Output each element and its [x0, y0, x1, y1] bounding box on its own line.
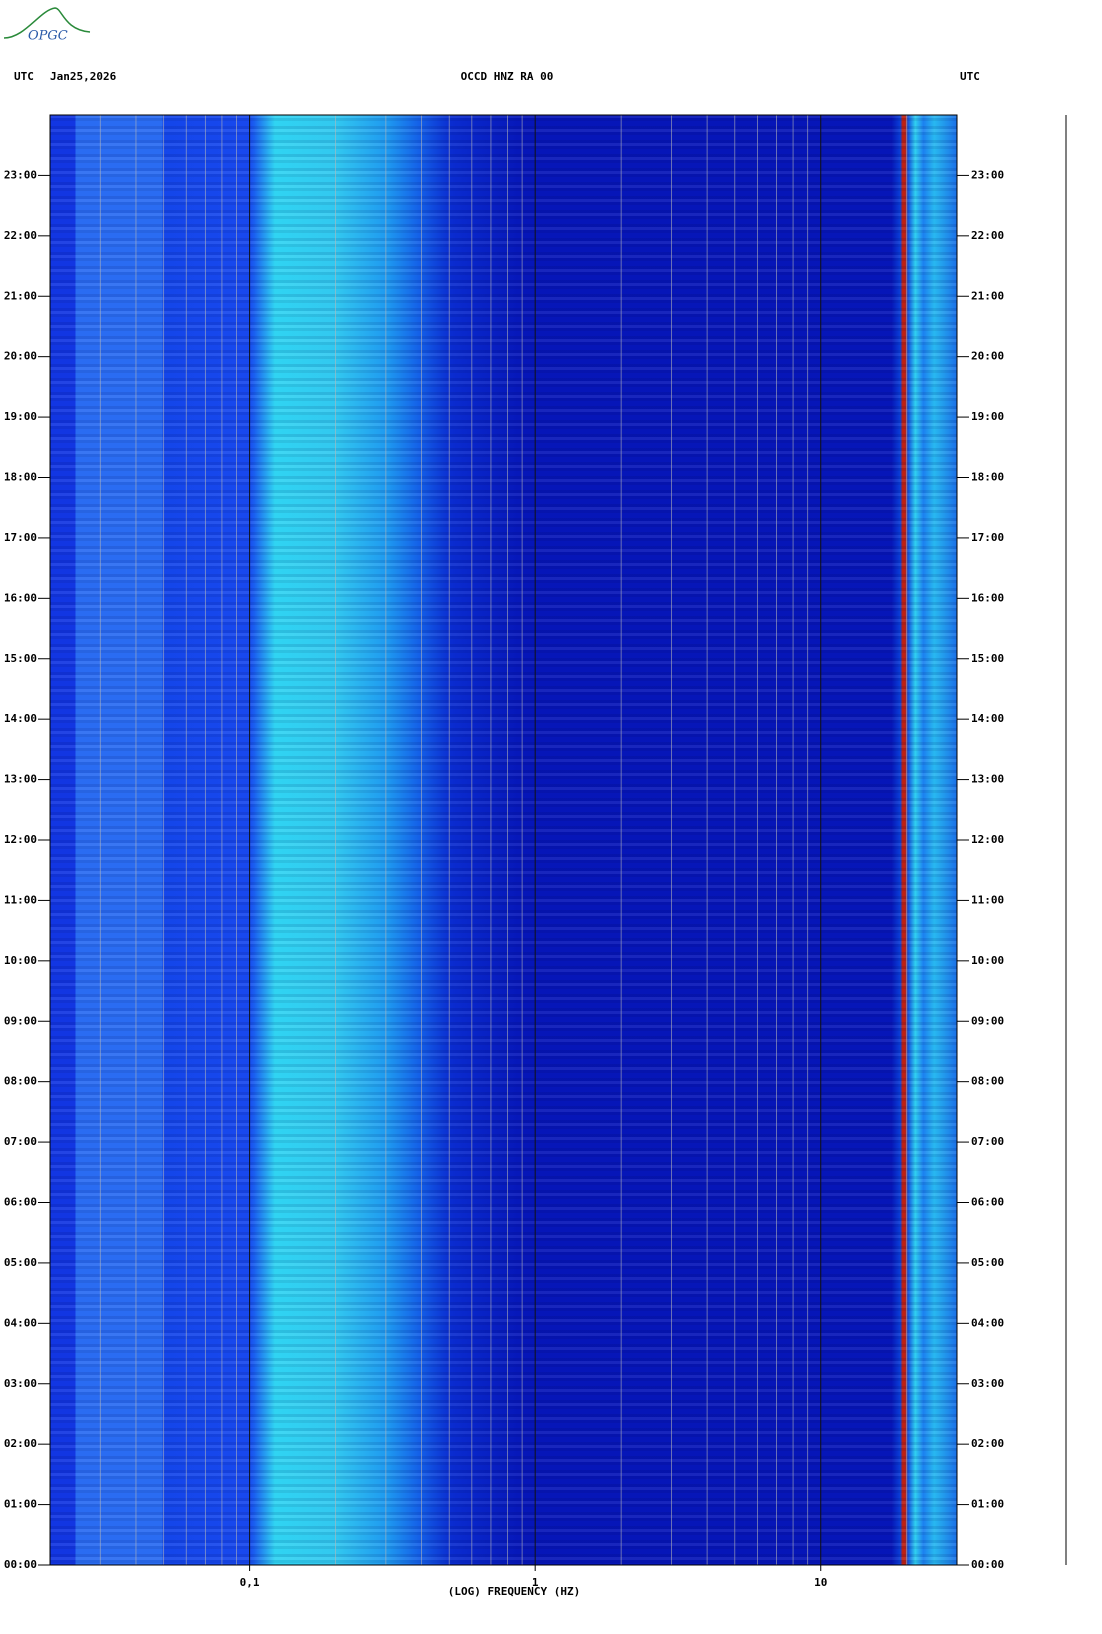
x-tick-label: 0,1 [240, 1576, 260, 1589]
y-tick-label-right: 05:00 [971, 1256, 1004, 1269]
y-tick-label-left: 15:00 [4, 652, 37, 665]
y-tick-label-right: 15:00 [971, 652, 1004, 665]
y-tick-label-left: 19:00 [4, 410, 37, 423]
y-tick-label-left: 21:00 [4, 289, 37, 302]
y-tick-label-left: 06:00 [4, 1196, 37, 1209]
y-tick-label-right: 20:00 [971, 350, 1004, 363]
y-tick-label-right: 12:00 [971, 833, 1004, 846]
y-tick-label-right: 01:00 [971, 1498, 1004, 1511]
y-tick-label-left: 14:00 [4, 712, 37, 725]
y-tick-label-right: 17:00 [971, 531, 1004, 544]
y-tick-label-left: 03:00 [4, 1377, 37, 1390]
y-tick-label-left: 22:00 [4, 229, 37, 242]
y-tick-label-left: 07:00 [4, 1135, 37, 1148]
y-tick-label-left: 23:00 [4, 168, 37, 181]
y-tick-label-left: 16:00 [4, 591, 37, 604]
y-tick-label-right: 14:00 [971, 712, 1004, 725]
y-tick-label-left: 09:00 [4, 1014, 37, 1027]
y-tick-label-left: 11:00 [4, 893, 37, 906]
y-tick-label-left: 13:00 [4, 773, 37, 786]
date: Jan25,2026 [50, 70, 117, 83]
y-tick-label-left: 01:00 [4, 1498, 37, 1511]
chart-title: OCCD HNZ RA 00 [461, 70, 554, 83]
logo-curve [3, 7, 91, 39]
y-tick-label-right: 04:00 [971, 1316, 1004, 1329]
x-tick-label: 1 [532, 1576, 539, 1589]
logo: OPGC [28, 29, 68, 44]
x-tick-label: 10 [814, 1576, 827, 1589]
y-tick-label-left: 17:00 [4, 531, 37, 544]
y-tick-label-right: 11:00 [971, 893, 1004, 906]
y-tick-label-right: 19:00 [971, 410, 1004, 423]
y-tick-label-left: 02:00 [4, 1437, 37, 1450]
y-tick-label-right: 16:00 [971, 591, 1004, 604]
y-tick-label-right: 07:00 [971, 1135, 1004, 1148]
y-tick-label-right: 03:00 [971, 1377, 1004, 1390]
y-tick-label-right: 18:00 [971, 471, 1004, 484]
spectrogram-image [50, 115, 957, 1565]
plot-frame [49, 114, 958, 1566]
y-tick-label-left: 05:00 [4, 1256, 37, 1269]
y-tick-label-left: 08:00 [4, 1075, 37, 1088]
right-axis-label: UTC [960, 70, 980, 83]
y-tick-label-right: 21:00 [971, 289, 1004, 302]
left-axis-label: UTC [14, 70, 34, 83]
y-tick-label-right: 13:00 [971, 773, 1004, 786]
y-tick-label-right: 22:00 [971, 229, 1004, 242]
y-tick-label-left: 20:00 [4, 350, 37, 363]
y-tick-label-right: 00:00 [971, 1558, 1004, 1571]
y-tick-label-right: 09:00 [971, 1014, 1004, 1027]
y-tick-label-left: 12:00 [4, 833, 37, 846]
y-tick-label-right: 02:00 [971, 1437, 1004, 1450]
x-axis-label: (LOG) FREQUENCY (HZ) [448, 1585, 580, 1598]
y-tick-label-right: 23:00 [971, 168, 1004, 181]
y-tick-label-right: 08:00 [971, 1075, 1004, 1088]
y-tick-label-right: 06:00 [971, 1196, 1004, 1209]
y-tick-label-right: 10:00 [971, 954, 1004, 967]
y-tick-label-left: 18:00 [4, 471, 37, 484]
y-tick-label-left: 00:00 [4, 1558, 37, 1571]
y-tick-label-left: 04:00 [4, 1316, 37, 1329]
y-tick-label-left: 10:00 [4, 954, 37, 967]
